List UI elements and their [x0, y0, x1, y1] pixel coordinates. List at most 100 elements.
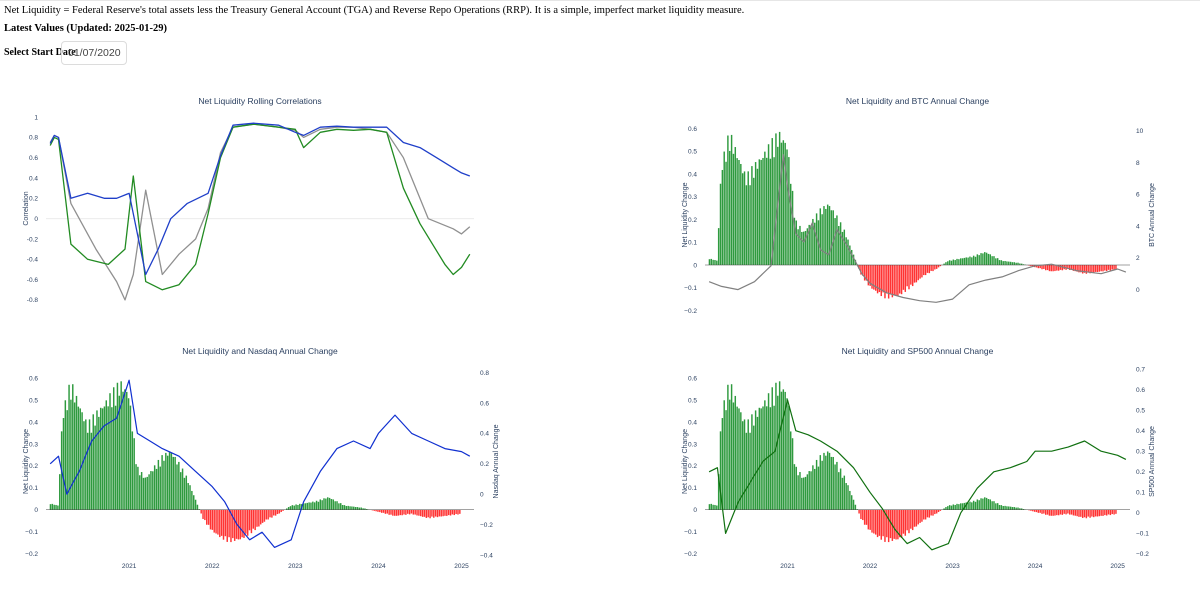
bar: [891, 265, 894, 298]
y-tick-label: −0.2: [684, 551, 697, 558]
bar: [1006, 261, 1008, 265]
bar: [954, 504, 956, 510]
bar: [155, 468, 158, 510]
bar: [230, 509, 232, 543]
bar: [1020, 263, 1023, 265]
start-date-input[interactable]: 01/07/2020: [61, 41, 127, 65]
y-tick-label: 0.3: [688, 441, 697, 448]
bar: [913, 265, 916, 283]
bar: [1111, 265, 1113, 270]
bar: [845, 237, 847, 265]
bar: [112, 387, 115, 510]
bar: [978, 255, 980, 265]
x-tick-label: 2025: [1110, 563, 1125, 570]
bar: [79, 408, 81, 510]
bar: [140, 472, 143, 510]
bar: [751, 166, 753, 265]
bar: [716, 505, 718, 510]
bar: [969, 256, 971, 265]
bar: [908, 509, 910, 534]
bar: [1061, 265, 1064, 271]
bar: [343, 505, 346, 510]
bar: [819, 208, 822, 265]
y2-tick-label: 4: [1136, 223, 1140, 230]
bar: [299, 503, 301, 510]
bar: [1011, 262, 1014, 265]
bar: [897, 265, 899, 296]
bar: [804, 230, 807, 265]
bar: [764, 400, 766, 510]
bar: [1078, 265, 1080, 273]
bar: [289, 506, 292, 510]
bar: [884, 509, 886, 542]
bar: [948, 505, 951, 510]
bar: [791, 190, 794, 265]
bar: [291, 505, 294, 510]
x-tick-label: 2022: [863, 563, 878, 570]
bar: [1030, 265, 1032, 267]
bar: [928, 265, 931, 274]
bar: [408, 509, 411, 515]
bar: [313, 502, 316, 510]
bar: [919, 265, 921, 279]
bar: [1002, 506, 1004, 510]
y-tick-label: 0.4: [688, 171, 697, 178]
y-tick-label: 0: [34, 507, 38, 514]
bar: [1008, 506, 1010, 510]
bar: [786, 398, 788, 510]
bar: [328, 497, 331, 510]
bar: [1115, 509, 1117, 514]
bar: [908, 265, 910, 290]
bar: [993, 501, 995, 510]
bar: [1008, 261, 1010, 265]
bar: [185, 475, 188, 510]
bar: [1056, 265, 1058, 271]
bar: [790, 183, 792, 265]
bar: [455, 509, 457, 515]
bar: [446, 509, 448, 516]
bar: [736, 406, 738, 510]
bar: [1083, 509, 1086, 518]
bar: [788, 405, 790, 510]
bar: [1098, 509, 1101, 517]
bar: [873, 265, 875, 290]
bar: [991, 256, 993, 265]
y-axis-title: Net Liquidity Change: [23, 429, 30, 494]
y2-tick-label: 6: [1136, 192, 1140, 199]
bar: [111, 407, 113, 510]
bar: [719, 431, 722, 510]
bar: [865, 509, 868, 525]
bar: [897, 509, 899, 540]
bar: [895, 265, 897, 296]
bar: [710, 258, 712, 265]
bar: [103, 406, 106, 510]
bar: [83, 421, 85, 510]
y2-tick-label: 0.1: [1136, 490, 1145, 497]
bar: [334, 501, 336, 510]
bar: [880, 265, 882, 297]
bar: [834, 218, 836, 265]
bar: [418, 509, 420, 516]
bar: [1022, 264, 1025, 265]
bar: [98, 416, 100, 510]
bar: [882, 509, 884, 537]
bar: [732, 402, 735, 510]
bar: [958, 259, 960, 265]
bar: [862, 265, 864, 276]
latest-values-heading: Latest Values (Updated: 2025-01-29): [4, 23, 168, 34]
bar: [917, 509, 919, 525]
bar: [107, 406, 109, 510]
bar: [771, 138, 773, 265]
bar: [194, 499, 197, 510]
bar: [1037, 265, 1040, 269]
bar: [926, 265, 929, 273]
y-tick-label: 0.2: [29, 196, 38, 203]
bar: [1076, 265, 1078, 272]
bar: [420, 509, 422, 517]
series-line: [708, 399, 1127, 551]
bar: [1098, 265, 1101, 272]
bar: [312, 501, 314, 510]
bar: [139, 475, 141, 510]
bar: [165, 452, 167, 510]
bar: [900, 509, 903, 538]
